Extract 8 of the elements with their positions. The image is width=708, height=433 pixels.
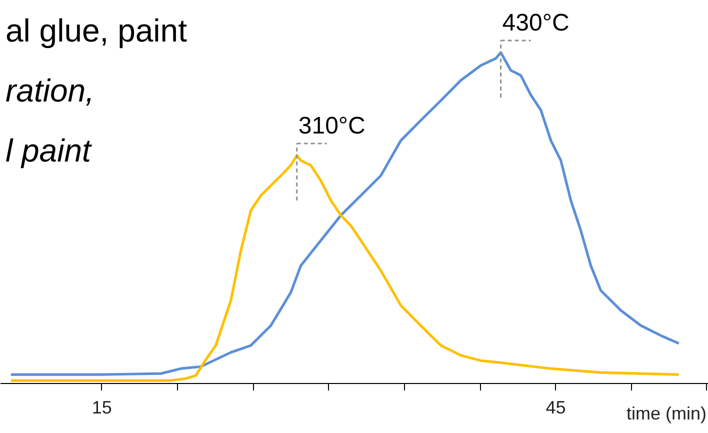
annotation: 430°C	[502, 10, 570, 36]
annotation: l paint	[6, 132, 92, 168]
annotation: 310°C	[298, 112, 366, 140]
x-tick-label: 45	[546, 398, 566, 418]
x-tick-label: 15	[92, 398, 112, 418]
x-axis-title: time (min)	[626, 404, 706, 424]
text: al glue, paint	[6, 12, 188, 48]
annotation: ration,	[6, 72, 94, 108]
